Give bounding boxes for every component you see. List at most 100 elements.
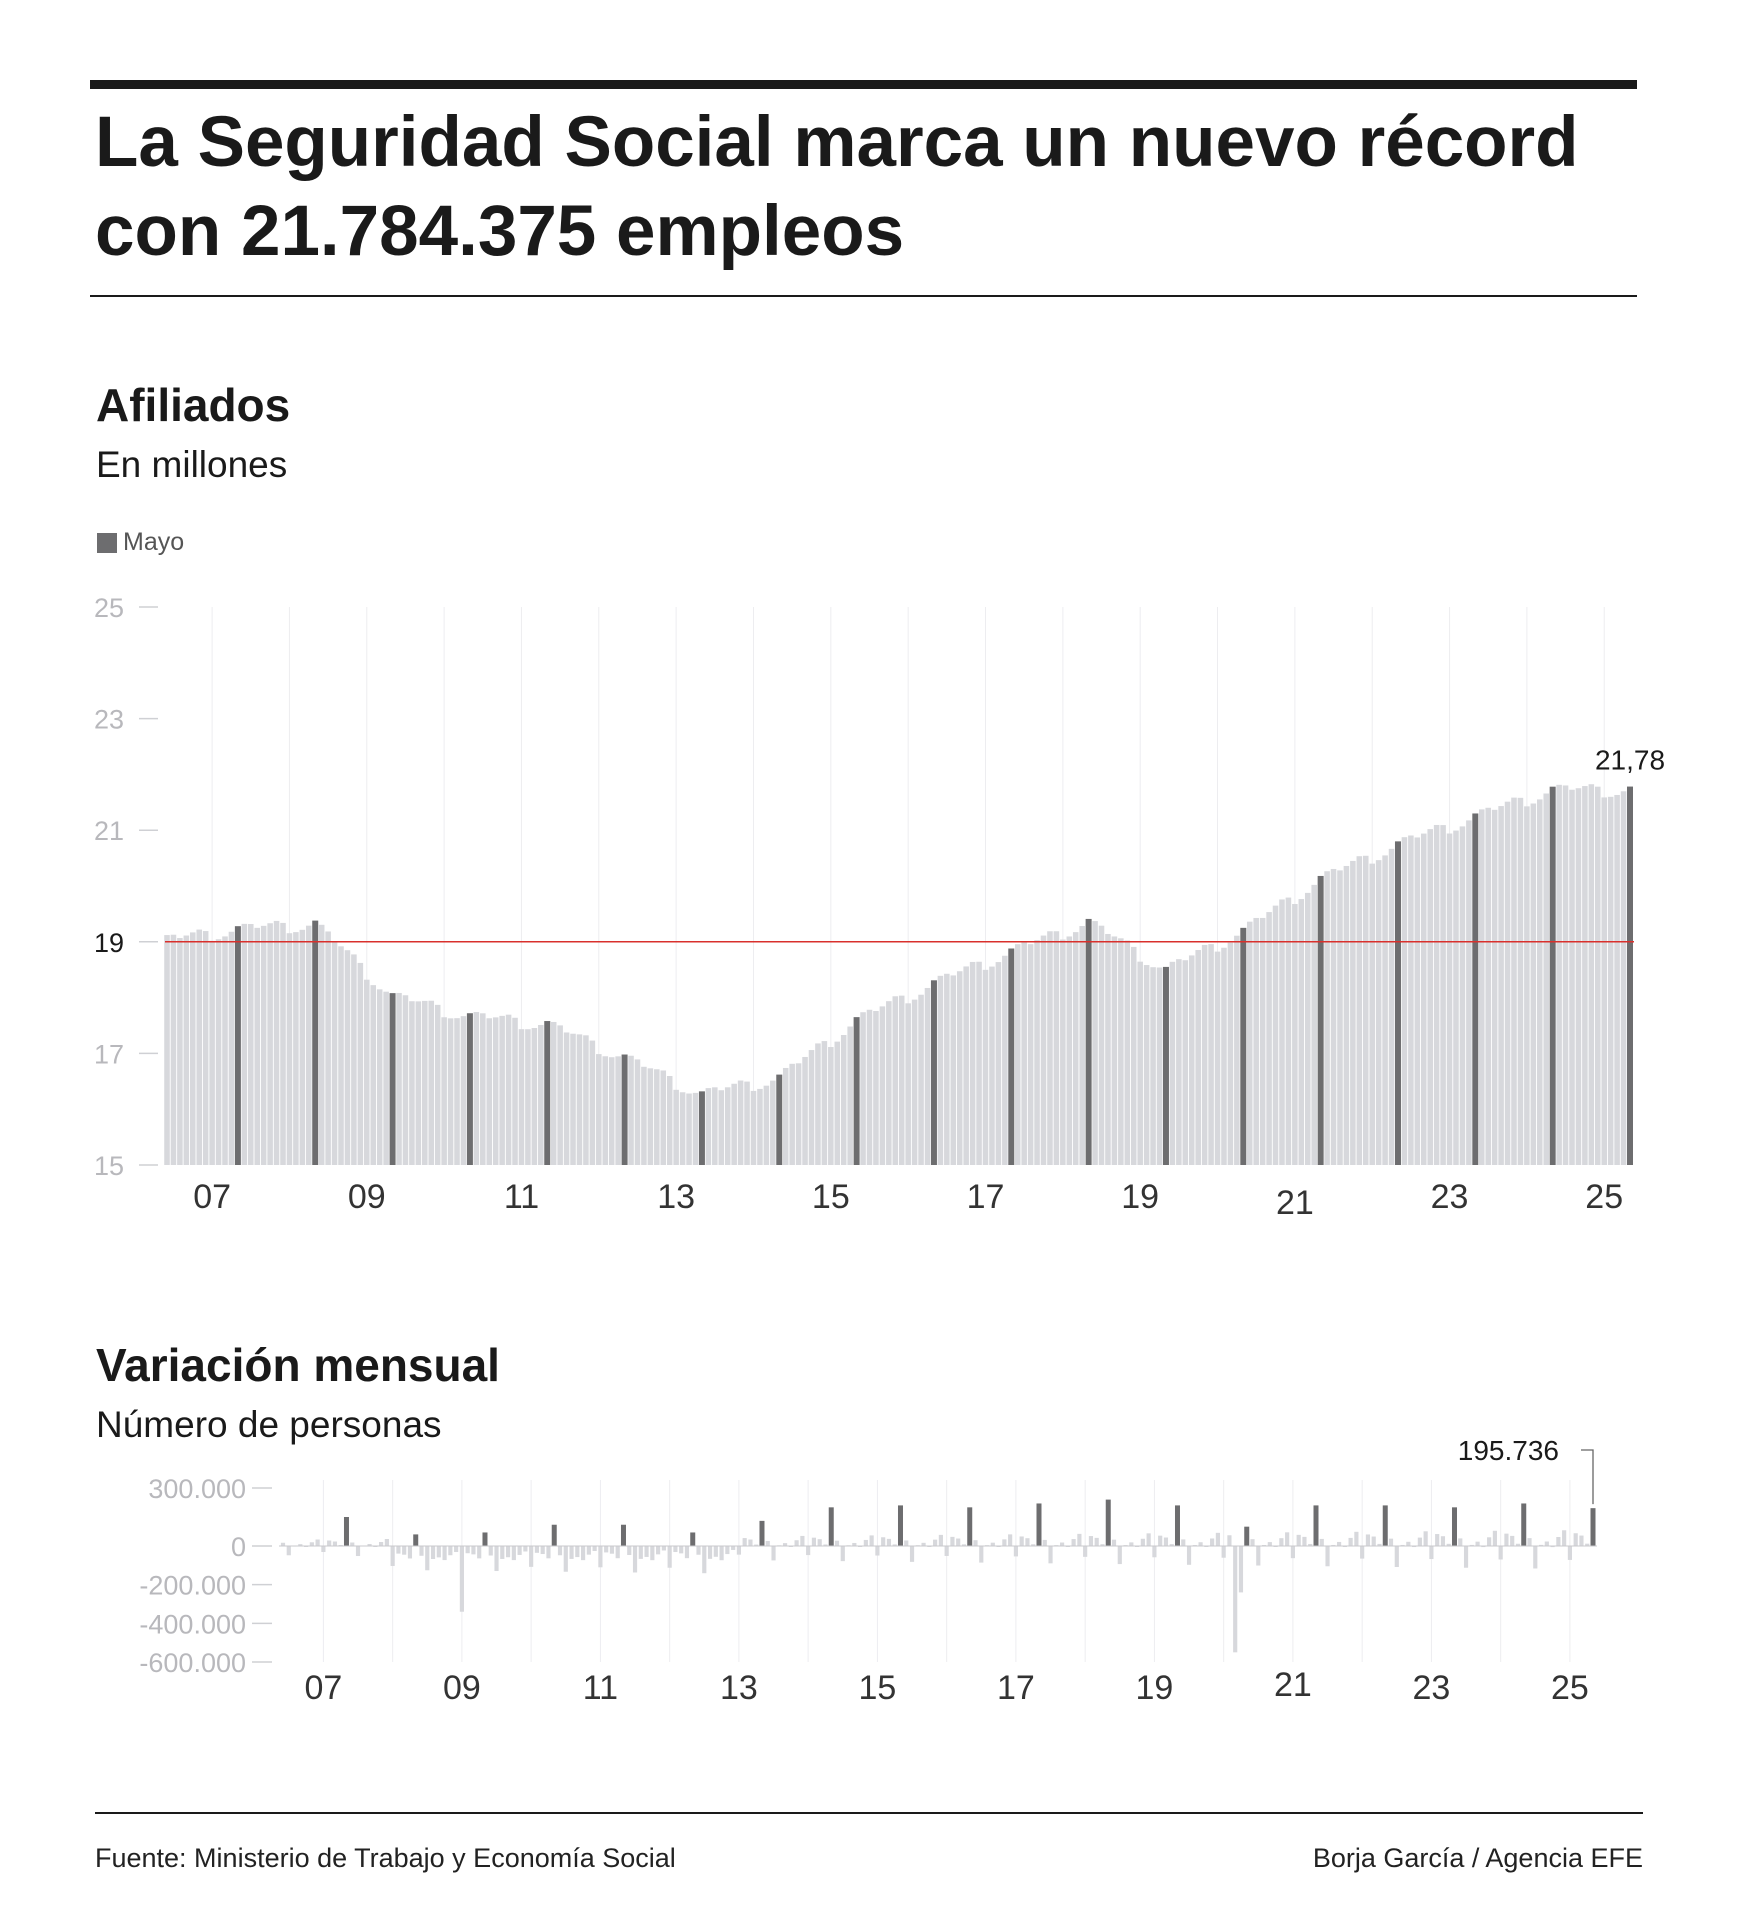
- month-bar: [1510, 1535, 1515, 1546]
- month-bar: [840, 1546, 845, 1562]
- month-bar: [886, 1538, 892, 1546]
- month-bar: [744, 1081, 750, 1165]
- month-bar: [1221, 947, 1227, 1165]
- x-tick-label: 15: [858, 1669, 896, 1707]
- month-bar: [477, 1546, 482, 1559]
- month-bar: [995, 962, 1002, 1165]
- month-bar: [1325, 1546, 1330, 1567]
- month-bar: [1524, 806, 1530, 1165]
- month-bar: [428, 1000, 435, 1165]
- month-bar: [419, 1546, 424, 1556]
- footer-rule: [95, 1812, 1643, 1814]
- month-bar: [869, 1535, 874, 1546]
- month-bar: [879, 1006, 886, 1165]
- month-bar: [692, 1092, 699, 1165]
- month-bar: [933, 1539, 938, 1546]
- month-bar: [531, 1028, 538, 1165]
- month-bar: [575, 1546, 580, 1558]
- month-bar: [608, 1057, 615, 1165]
- month-bar: [742, 1538, 747, 1546]
- month-bar: [1221, 1546, 1226, 1558]
- month-bar: [1227, 942, 1234, 1165]
- month-bar: [254, 927, 261, 1165]
- month-bar: [415, 1001, 422, 1165]
- may-bar: [389, 993, 396, 1165]
- month-bar: [306, 925, 312, 1165]
- month-bar: [1047, 931, 1053, 1165]
- month-bar: [615, 1546, 620, 1559]
- month-bar: [1188, 955, 1195, 1165]
- y-tick-label: 0: [231, 1532, 246, 1562]
- month-bar: [1214, 951, 1221, 1165]
- month-bar: [383, 991, 389, 1165]
- month-bar: [1079, 925, 1085, 1165]
- month-bar: [898, 995, 905, 1165]
- month-bar: [1025, 1538, 1030, 1546]
- month-bar: [638, 1546, 643, 1559]
- month-bar: [1588, 784, 1595, 1165]
- month-bar: [1498, 806, 1504, 1165]
- may-bar: [551, 1524, 557, 1546]
- month-bar: [505, 1014, 512, 1165]
- month-bar: [529, 1546, 534, 1567]
- month-bar: [1400, 1544, 1405, 1546]
- month-bar: [540, 1546, 545, 1555]
- month-bar: [376, 989, 383, 1165]
- month-bar: [1259, 917, 1266, 1165]
- month-bar: [937, 975, 944, 1165]
- month-bar: [1330, 868, 1337, 1165]
- may-bar: [930, 980, 937, 1165]
- month-bar: [770, 1080, 776, 1165]
- chart2-title: Variación mensual: [96, 1339, 500, 1391]
- month-bar: [982, 969, 989, 1165]
- top-rule: [90, 80, 1637, 89]
- month-bar: [1429, 1546, 1434, 1560]
- month-bar: [215, 939, 222, 1165]
- month-bar: [811, 1537, 817, 1546]
- may-bar: [1244, 1526, 1250, 1546]
- may-bar: [776, 1074, 783, 1165]
- may-bar: [1590, 1508, 1596, 1546]
- may-bar: [1394, 841, 1401, 1165]
- month-bar: [1533, 1546, 1538, 1569]
- month-bar: [367, 1543, 372, 1546]
- month-bar: [592, 1546, 597, 1551]
- may-bar: [1549, 786, 1556, 1165]
- month-bar: [1234, 935, 1240, 1165]
- may-bar: [1008, 948, 1015, 1165]
- month-bar: [1420, 833, 1427, 1165]
- month-bar: [1567, 1546, 1573, 1560]
- month-bar: [815, 1043, 821, 1165]
- month-bar: [1601, 797, 1607, 1165]
- month-bar: [570, 1033, 576, 1165]
- month-bar: [881, 1537, 886, 1546]
- month-bar: [1292, 903, 1298, 1165]
- month-bar: [1137, 961, 1143, 1165]
- month-bar: [1458, 1538, 1463, 1546]
- month-bar: [422, 1000, 428, 1165]
- month-bar: [505, 1546, 511, 1558]
- month-bar: [425, 1546, 430, 1571]
- month-bar: [963, 966, 969, 1165]
- month-bar: [315, 1539, 320, 1546]
- y-tick-label: 25: [94, 593, 124, 623]
- month-bar: [1354, 1531, 1359, 1546]
- month-bar: [1365, 1534, 1371, 1546]
- x-tick-label: 17: [997, 1669, 1035, 1707]
- month-bar: [1360, 1546, 1365, 1559]
- month-bar: [1111, 1539, 1117, 1546]
- may-bar: [1451, 1507, 1457, 1546]
- month-bar: [1143, 965, 1150, 1165]
- month-bar: [1423, 1531, 1428, 1546]
- month-bar: [1585, 1543, 1590, 1546]
- month-bar: [918, 994, 924, 1165]
- may-bar: [1240, 927, 1247, 1165]
- month-bar: [1515, 1543, 1521, 1546]
- month-bar: [1311, 884, 1317, 1165]
- month-bar: [318, 924, 325, 1165]
- month-bar: [1607, 796, 1614, 1165]
- may-bar: [482, 1532, 488, 1546]
- month-bar: [712, 1087, 718, 1165]
- month-bar: [1491, 809, 1498, 1165]
- x-tick-label: 19: [1135, 1669, 1173, 1707]
